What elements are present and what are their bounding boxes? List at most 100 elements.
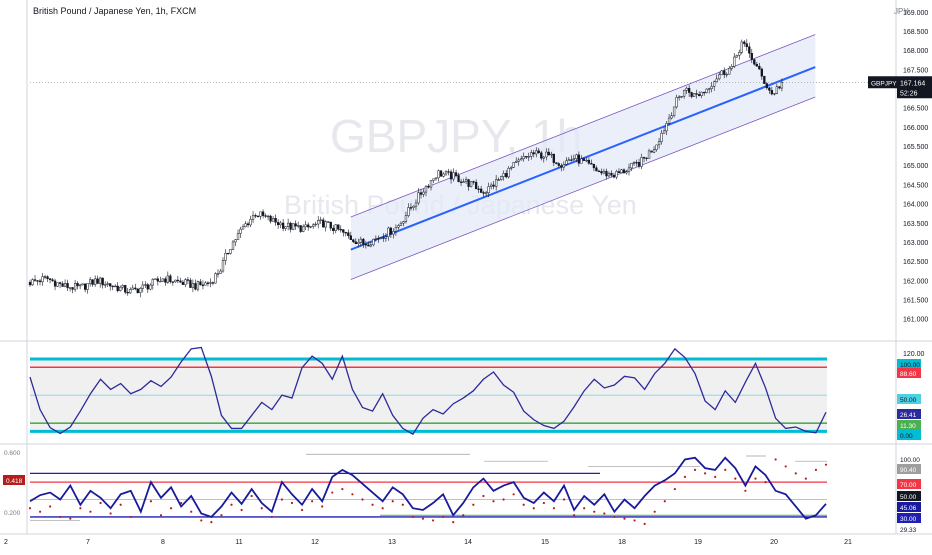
candle-body	[492, 184, 495, 187]
osc2-dot	[250, 494, 253, 498]
candle-body	[580, 158, 583, 164]
candle-body	[201, 284, 205, 286]
candle-body	[773, 93, 776, 95]
osc2-level-tag: 100.00	[900, 457, 920, 464]
candle-body	[76, 283, 79, 287]
osc1-axis-top: 120.00	[903, 351, 925, 358]
candle-body	[505, 173, 508, 178]
candle-body	[439, 170, 443, 177]
candle-body	[552, 153, 555, 163]
candle-body	[372, 239, 375, 246]
candle-body	[778, 86, 781, 89]
time-axis[interactable]: 7 8 11 12 13 14 15 18 19 20 21 2	[4, 539, 852, 546]
osc2-dot	[693, 468, 697, 472]
osc1-level-tag-box	[897, 409, 921, 419]
candle-body	[542, 156, 545, 159]
candle-body	[682, 90, 686, 97]
time-tick-label: 14	[464, 539, 472, 546]
osc2-line	[29, 456, 827, 520]
candle-body	[570, 159, 573, 161]
candle-body	[770, 90, 774, 95]
candle-body	[141, 284, 144, 289]
osc2-level-tag: 90.40	[900, 467, 917, 474]
price-axis[interactable]: 169.000168.500168.000167.500167.000166.5…	[903, 10, 928, 324]
candle-body	[750, 53, 753, 60]
price-tags: GBPJPY 167.164 52:26	[868, 76, 932, 99]
candle-body	[627, 167, 631, 172]
price-tick-label: 162.500	[903, 259, 928, 266]
candle-body	[284, 226, 287, 229]
symbol-tag: GBPJPY	[871, 80, 897, 87]
osc2-dot	[754, 477, 757, 480]
osc2-dot	[633, 519, 636, 522]
candle-body	[530, 152, 533, 157]
osc2-level-tag: 29.33	[900, 527, 917, 534]
candle-body	[269, 215, 272, 222]
candle-body	[467, 179, 470, 187]
candle-body	[479, 188, 483, 193]
candle-body	[397, 225, 400, 228]
oscillator-pane-1[interactable]: 120.00 100.00 88.60 50.00 26.41 11.30 0.00	[29, 346, 925, 440]
time-tick-label: 20	[770, 539, 778, 546]
candle-body	[357, 242, 360, 245]
candle-body	[161, 278, 164, 282]
candle-body	[657, 141, 661, 146]
candle-body	[640, 157, 643, 167]
osc2-dot	[220, 514, 223, 517]
candle-body	[520, 158, 523, 161]
candle-body	[151, 279, 154, 286]
candle-body	[312, 224, 315, 227]
candle-body	[246, 223, 250, 226]
candle-body	[535, 150, 538, 155]
osc2-dot	[492, 500, 495, 503]
candle-body	[452, 172, 455, 180]
osc2-dot	[361, 498, 364, 501]
time-tick-label: 18	[618, 539, 626, 546]
candle-body	[194, 283, 197, 290]
candle-body	[139, 288, 142, 294]
osc2-dot	[290, 501, 294, 505]
candle-body	[99, 277, 102, 284]
candle-body	[349, 235, 352, 241]
candle-body	[304, 224, 307, 228]
osc1-line	[29, 346, 827, 436]
osc1-level-tag: 26.41	[900, 412, 917, 419]
candle-body	[459, 181, 463, 183]
candle-body	[266, 215, 270, 218]
candle-body	[86, 283, 89, 290]
osc2-dot	[401, 503, 404, 506]
osc2-dot	[321, 505, 324, 508]
candle-body	[101, 277, 104, 286]
candle-body	[251, 215, 255, 220]
candle-body	[572, 158, 576, 160]
candle-body	[46, 276, 49, 279]
candle-body	[695, 93, 698, 95]
osc2-dot	[814, 468, 818, 472]
candle-body	[171, 281, 175, 283]
candle-body	[231, 241, 235, 250]
osc2-dot	[734, 477, 737, 480]
candle-body	[670, 115, 673, 119]
candle-body	[244, 223, 247, 228]
candle-body	[226, 252, 230, 255]
symbol-tag-box	[868, 76, 897, 89]
candle-body	[261, 211, 265, 216]
osc2-level-tag-box	[897, 513, 921, 523]
candle-body	[382, 237, 385, 239]
candle-body	[196, 281, 200, 290]
candle-body	[597, 170, 601, 173]
osc1-level-tag-box	[897, 359, 921, 369]
osc2-dot	[59, 515, 62, 519]
osc2-dot	[824, 463, 828, 466]
candle-body	[743, 41, 746, 44]
candle-body	[279, 222, 282, 226]
osc2-dot	[452, 521, 455, 524]
candle-body	[81, 283, 84, 286]
candle-body	[33, 279, 37, 281]
osc2-level-tag: 70.00	[900, 482, 917, 489]
osc2-level-tag-box	[897, 491, 921, 501]
osc2-dot	[28, 507, 32, 510]
candle-body	[209, 282, 212, 284]
oscillator-pane-2[interactable]: 0.600 0.200 0.418 100.00 90.40 70.00 50.00 45.0…	[3, 450, 921, 534]
